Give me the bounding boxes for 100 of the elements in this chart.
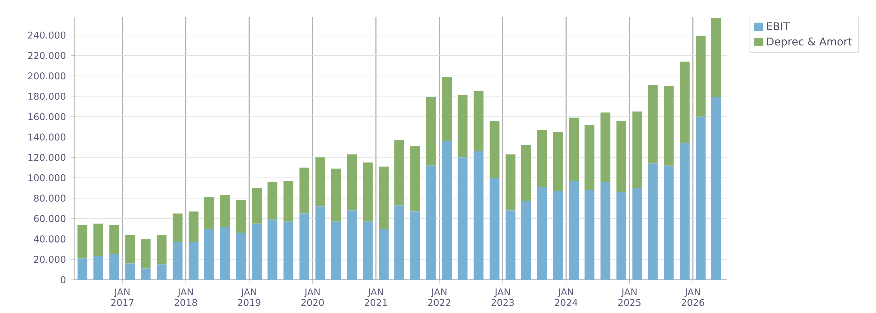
bar	[188, 242, 199, 280]
bar	[363, 222, 373, 280]
bar	[220, 226, 230, 280]
bar	[236, 200, 246, 234]
x-tick-label: JAN 2021	[365, 288, 388, 306]
bar	[204, 229, 214, 280]
y-tick-label: 200.000	[28, 72, 66, 80]
bar	[521, 201, 532, 280]
bar	[204, 197, 214, 230]
bar	[394, 140, 404, 206]
bar	[172, 242, 183, 280]
bar	[474, 91, 484, 152]
bar	[78, 224, 88, 259]
x-tick-label: JAN 2018	[174, 288, 198, 306]
bar	[537, 187, 548, 280]
bar	[236, 233, 246, 280]
bar	[506, 154, 516, 211]
bar	[490, 120, 500, 178]
bar	[156, 235, 167, 265]
bar	[126, 235, 136, 264]
bar	[584, 190, 595, 280]
bar	[426, 98, 436, 166]
bar	[110, 224, 120, 254]
bar	[316, 206, 326, 280]
bar	[94, 224, 104, 257]
bar	[664, 86, 674, 166]
bar	[78, 258, 88, 280]
bar	[458, 95, 468, 158]
bar	[711, 18, 722, 98]
bar	[616, 120, 627, 192]
bar	[284, 181, 294, 222]
y-tick-label: 180.000	[28, 92, 66, 100]
bar	[300, 168, 310, 214]
y-tick-label: 140.000	[28, 134, 66, 141]
x-tick-label: JAN 2022	[428, 288, 451, 306]
bar	[141, 239, 151, 269]
bar	[347, 154, 358, 211]
y-tick-label: 60.000	[34, 215, 66, 222]
bar	[490, 178, 500, 280]
bar	[379, 166, 389, 230]
y-tick-label: 120.000	[28, 154, 66, 162]
bar	[268, 182, 278, 220]
bar	[426, 166, 436, 280]
bar	[379, 229, 389, 280]
bar	[284, 222, 294, 280]
y-tick-label: 0	[60, 276, 66, 284]
bar	[442, 77, 452, 142]
x-tick-label: JAN 2020	[302, 288, 324, 306]
x-tick-label: JAN 2017	[111, 288, 134, 306]
bar	[331, 168, 342, 222]
bar	[220, 195, 230, 227]
bar	[680, 62, 690, 144]
bar	[252, 224, 262, 280]
bar	[553, 191, 564, 280]
bar	[521, 145, 532, 202]
bar	[696, 36, 706, 117]
bar	[632, 188, 642, 280]
bar	[252, 188, 262, 224]
bar	[474, 152, 484, 280]
bar	[680, 143, 690, 280]
x-tick-label: JAN 2023	[492, 288, 514, 306]
bar	[632, 112, 642, 188]
bar	[506, 210, 516, 280]
bar	[156, 264, 167, 280]
bar	[616, 192, 627, 280]
bar	[347, 210, 358, 280]
bar	[569, 181, 580, 280]
bar	[442, 141, 452, 280]
x-tick-label: JAN 2025	[618, 288, 641, 306]
y-tick-label: 20.000	[34, 256, 66, 264]
y-tick-label: 100.000	[28, 174, 66, 182]
x-tick-label: JAN 2024	[555, 288, 578, 306]
y-tick-label: 80.000	[34, 194, 66, 202]
bar	[394, 206, 404, 280]
bar	[410, 146, 420, 212]
y-tick-label: 160.000	[28, 113, 66, 120]
bar	[648, 85, 658, 164]
bar	[584, 125, 595, 190]
bar	[600, 182, 611, 280]
bar	[553, 132, 564, 192]
bar	[600, 112, 611, 182]
bar	[141, 268, 151, 280]
bar	[300, 214, 310, 280]
bar	[94, 256, 104, 280]
bar	[331, 222, 342, 280]
bar	[316, 158, 326, 207]
legend-label: Deprec & Amort	[767, 38, 852, 48]
x-tick-label: JAN 2026	[682, 288, 704, 306]
bar	[268, 220, 278, 280]
y-tick-label: 220.000	[28, 52, 66, 60]
bar	[711, 98, 722, 280]
bar	[188, 212, 199, 242]
bar	[126, 264, 136, 280]
bar	[569, 118, 580, 182]
bar	[110, 254, 120, 280]
x-tick-label: JAN 2019	[238, 288, 261, 306]
legend-label: EBIT	[767, 22, 790, 30]
bar	[458, 158, 468, 280]
bar	[410, 212, 420, 280]
y-tick-label: 40.000	[34, 236, 66, 243]
